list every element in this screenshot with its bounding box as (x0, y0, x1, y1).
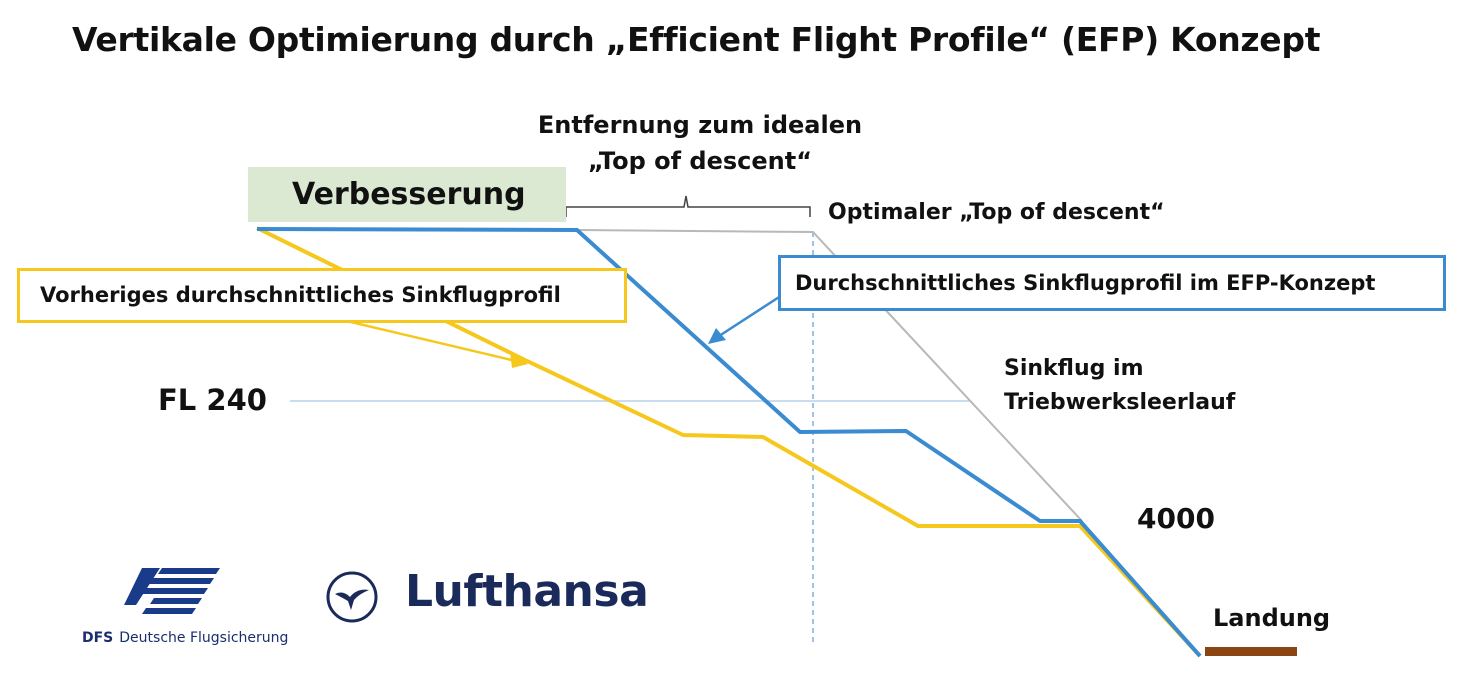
distance-to-ideal-tod-label: Entfernung zum idealen „Top of descent“ (520, 107, 880, 179)
lufthansa-crane-icon (326, 571, 378, 623)
idle-descent-line2: Triebwerksleerlauf (1004, 390, 1236, 415)
efp-profile-line (256, 227, 1202, 658)
lufthansa-wordmark: Lufthansa (405, 566, 649, 617)
optimal-tod-label: Optimaler „Top of descent“ (828, 200, 1165, 225)
distance-label-line1: Entfernung zum idealen (537, 111, 863, 139)
efp-profile-callout: Durchschnittliches Sinkflugprofil im EFP… (778, 255, 1446, 311)
landing-label: Landung (1213, 604, 1331, 632)
efp-profile-arrowhead (708, 328, 726, 344)
dfs-logo (124, 568, 220, 614)
dfs-wordmark: DFS Deutsche Flugsicherung (82, 630, 288, 646)
efp-profile-arrow (715, 288, 791, 340)
runway-bar (1205, 647, 1297, 656)
page-title: Vertikale Optimierung durch „Efficient F… (72, 20, 1321, 59)
previous-profile-callout: Vorheriges durchschnittliches Sinkflugpr… (17, 268, 627, 323)
distance-brace (565, 195, 811, 217)
previous-profile-line (256, 226, 1202, 658)
previous-profile-arrowhead (510, 352, 528, 368)
improvement-label: Verbesserung (248, 167, 566, 222)
idle-descent-line (574, 229, 1083, 522)
fl240-label: FL 240 (158, 383, 267, 417)
idle-descent-label: Sinkflug im Triebwerksleerlauf (1004, 352, 1284, 420)
altitude-4000-label: 4000 (1137, 502, 1215, 535)
distance-label-line2: „Top of descent“ (588, 147, 812, 175)
dfs-abbr: DFS (82, 630, 114, 646)
idle-descent-line1: Sinkflug im (1004, 356, 1144, 381)
dfs-name: Deutsche Flugsicherung (119, 630, 289, 646)
